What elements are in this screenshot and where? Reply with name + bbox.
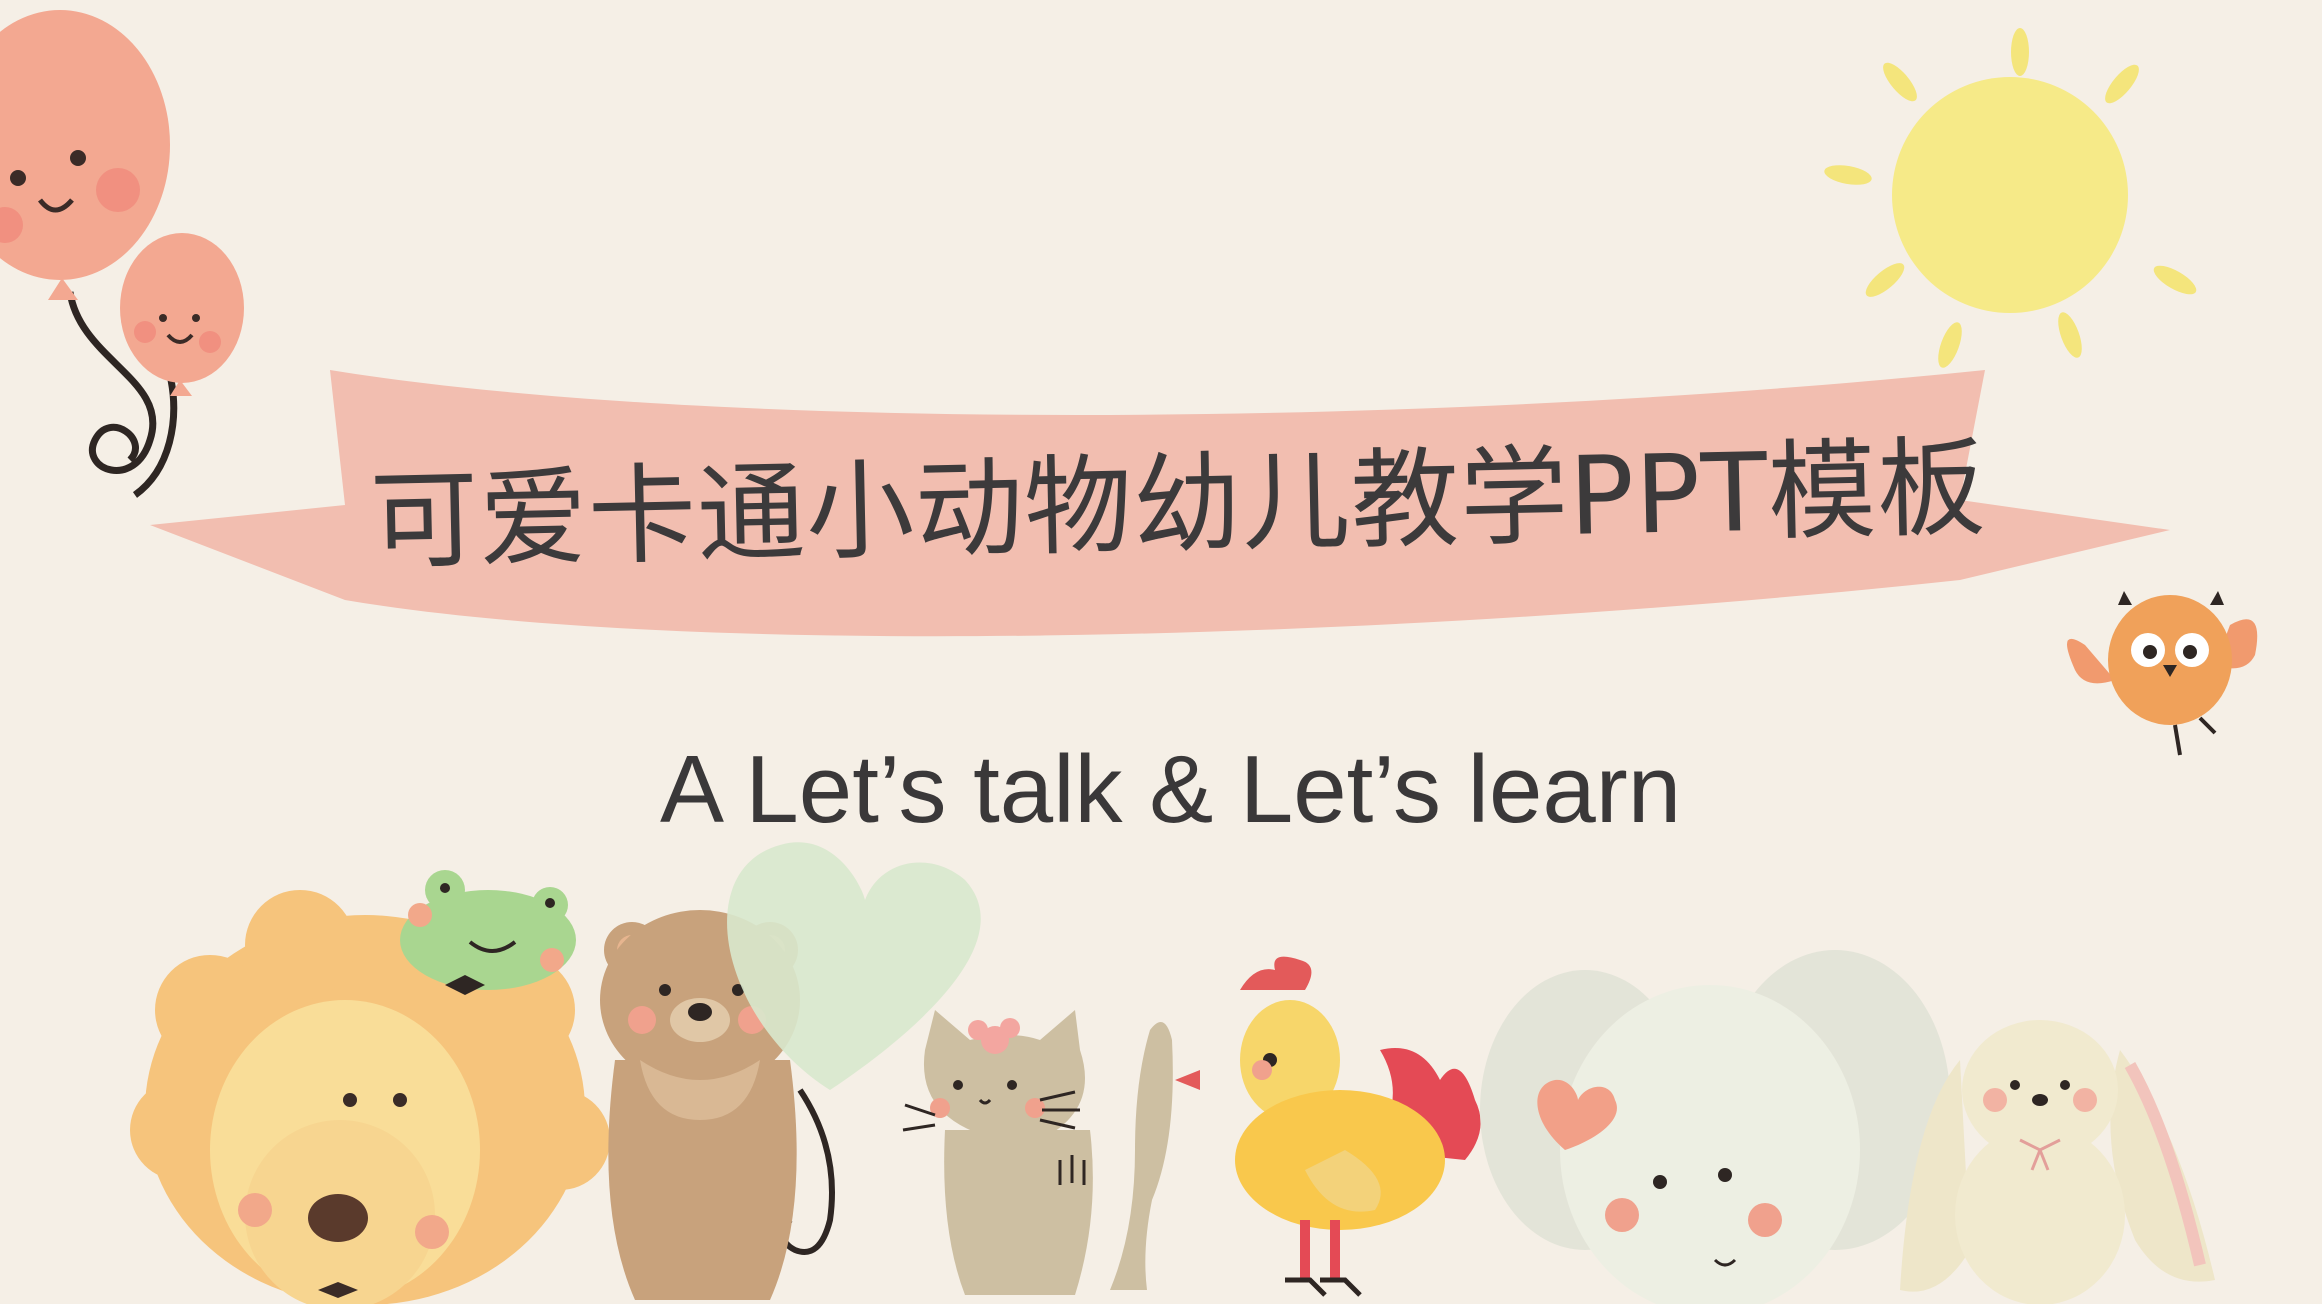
- cat-icon: [902, 1010, 1173, 1295]
- heart-balloon-icon: [727, 842, 981, 1090]
- rooster-icon: [1175, 956, 1481, 1297]
- sun-icon: [1824, 28, 2197, 368]
- rabbit-icon: [1900, 1020, 2215, 1304]
- lion-icon: [130, 890, 610, 1304]
- elephant-icon: [1480, 950, 1950, 1304]
- balloon-pair-icon: [0, 10, 244, 498]
- owl-icon: [2067, 591, 2258, 756]
- bear-icon: [600, 910, 835, 1300]
- frog-icon: [400, 870, 576, 995]
- title-banner: [150, 370, 2170, 637]
- slide-subtitle: A Let’s talk & Let’s learn: [660, 736, 1682, 843]
